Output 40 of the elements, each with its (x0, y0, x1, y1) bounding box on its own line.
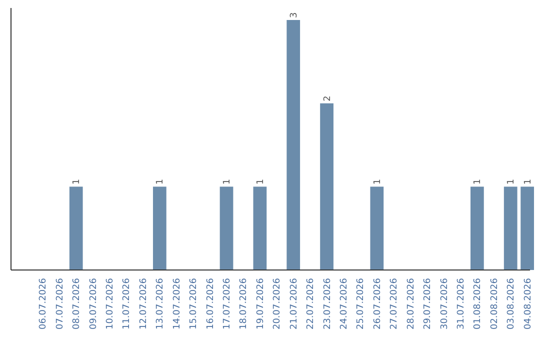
x-tick-label: 11.07.2026 (122, 278, 132, 330)
data-label: 1 (72, 178, 82, 185)
x-tick-label: 26.07.2026 (372, 278, 383, 330)
data-label: 2 (322, 96, 333, 102)
x-tick-label: 06.07.2026 (38, 278, 49, 330)
x-tick-label: 12.07.2026 (138, 278, 149, 330)
x-tick-label: 14.07.2026 (172, 278, 182, 330)
data-label: 1 (523, 178, 534, 185)
x-tick-label: 23.07.2026 (322, 278, 333, 330)
data-label: 1 (473, 178, 484, 185)
x-tick-label: 21.07.2026 (289, 278, 300, 330)
x-tick-label: 25.07.2026 (356, 278, 366, 330)
x-tick-label: 18.07.2026 (239, 278, 250, 330)
x-tick-label: 22.07.2026 (306, 278, 316, 330)
x-tick-label: 09.07.2026 (88, 278, 99, 330)
x-tick-label: 15.07.2026 (189, 278, 200, 330)
data-label: 1 (372, 178, 383, 185)
data-label: 3 (289, 12, 300, 18)
data-label: 1 (506, 178, 517, 185)
x-tick-label: 30.07.2026 (440, 278, 450, 330)
x-tick-label: 27.07.2026 (390, 278, 400, 330)
x-tick-label: 08.07.2026 (72, 278, 82, 330)
x-tick-label: 02.08.2026 (490, 278, 500, 330)
x-tick-label: 03.08.2026 (506, 278, 517, 330)
x-tick-label: 24.07.2026 (339, 278, 350, 330)
data-label: 1 (156, 178, 166, 185)
x-tick-label: 10.07.2026 (106, 278, 116, 330)
x-tick-label: 31.07.2026 (456, 278, 466, 330)
x-tick-label: 17.07.2026 (222, 278, 233, 330)
x-tick-label: 07.07.2026 (55, 278, 66, 330)
x-tick-label: 16.07.2026 (206, 278, 216, 330)
x-tick-label: 28.07.2026 (406, 278, 416, 330)
x-tick-label: 20.07.2026 (272, 278, 283, 330)
x-tick-label: 19.07.2026 (256, 278, 266, 330)
x-tick-label: 29.07.2026 (423, 278, 434, 330)
x-tick-label: 04.08.2026 (523, 278, 534, 330)
data-label: 1 (222, 178, 233, 185)
data-label: 1 (256, 178, 266, 185)
x-tick-label: 01.08.2026 (473, 278, 484, 330)
x-tick-label: 13.07.2026 (156, 278, 166, 330)
